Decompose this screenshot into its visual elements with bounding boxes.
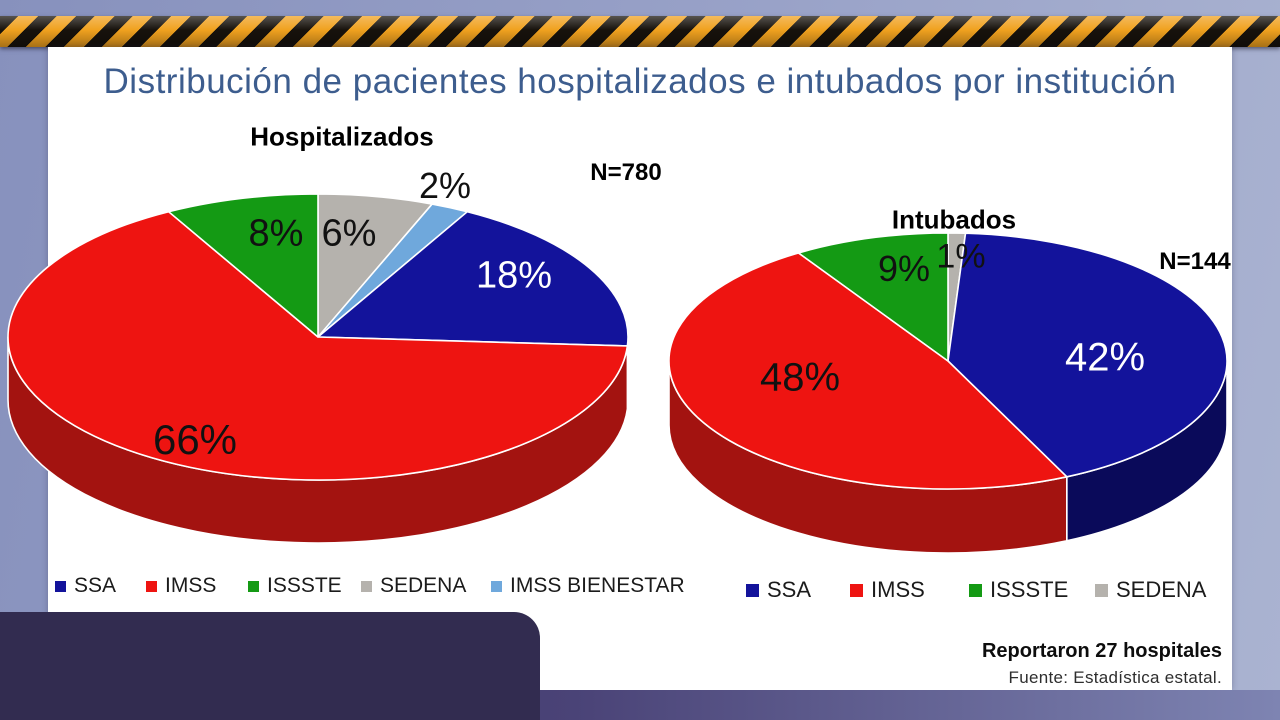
pie-slice-issste (797, 232, 949, 362)
pie-chart-hospitalizados (7, 193, 629, 544)
footer-bar: Chihuahua GOBIERNO DEL ESTADO SECRETARÍA… (0, 612, 540, 720)
source-note: Fuente: Estadística estatal. (1008, 668, 1222, 687)
pie-slice-imss (668, 252, 1068, 490)
n-label-intubados: N=144 (1159, 248, 1231, 275)
pie-slice-ssa (947, 232, 1228, 478)
reported-hospitals-note: Reportaron 27 hospitales (981, 640, 1222, 662)
pie-slice-ssa (317, 210, 629, 347)
pie-slice-imss (7, 210, 629, 481)
pie-slice-issste (167, 193, 319, 338)
hazard-tape-banner (0, 16, 1280, 47)
chart-title-intubados: Intubados (891, 204, 1017, 235)
n-label-hospitalizados: N=780 (590, 159, 662, 186)
chart-title-hospitalizados: Hospitalizados (250, 121, 434, 152)
pie-chart-intubados (668, 232, 1228, 554)
page-title: Distribución de pacientes hospitalizados… (103, 62, 1177, 101)
